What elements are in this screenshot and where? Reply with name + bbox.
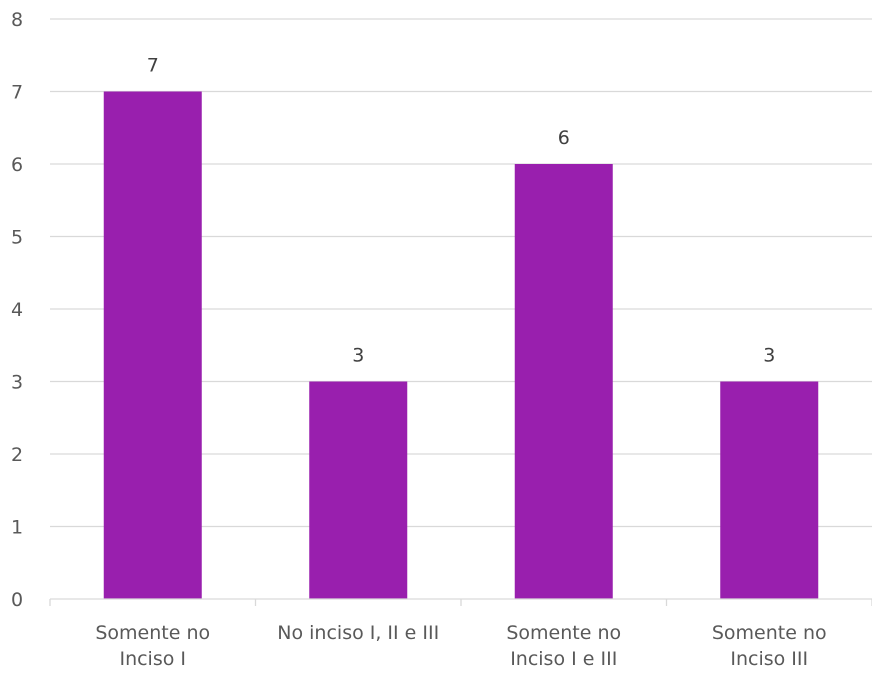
- y-tick-label: 7: [11, 82, 23, 104]
- data-labels: 7 3 6 3: [147, 55, 776, 367]
- x-axis-category-labels: Somente no Inciso I No inciso I, II e III S…: [95, 622, 826, 670]
- bars: [103, 91, 819, 599]
- y-tick-label: 6: [11, 154, 23, 176]
- category-label: Somente no: [506, 622, 621, 644]
- category-label: Inciso I: [119, 648, 186, 670]
- bar: [514, 164, 613, 599]
- category-label: Somente no: [712, 622, 827, 644]
- y-tick-label: 1: [11, 517, 23, 539]
- data-label: 6: [558, 127, 570, 149]
- category-label: Inciso I e III: [510, 648, 617, 670]
- y-tick-label: 4: [11, 299, 23, 321]
- y-axis-tick-labels: 0 1 2 3 4 5 6 7 8: [11, 9, 23, 611]
- bar: [309, 381, 408, 599]
- category-label: No inciso I, II e III: [277, 622, 439, 644]
- bar: [720, 381, 819, 599]
- data-label: 3: [352, 345, 364, 367]
- data-label: 7: [147, 55, 159, 77]
- y-tick-label: 8: [11, 9, 23, 31]
- y-tick-label: 5: [11, 227, 23, 249]
- y-tick-label: 3: [11, 372, 23, 394]
- category-label: Somente no: [95, 622, 210, 644]
- bar: [103, 91, 202, 599]
- y-tick-label: 2: [11, 444, 23, 466]
- y-tick-label: 0: [11, 589, 23, 611]
- category-label: Inciso III: [730, 648, 808, 670]
- data-label: 3: [763, 345, 775, 367]
- x-axis: [49, 598, 872, 606]
